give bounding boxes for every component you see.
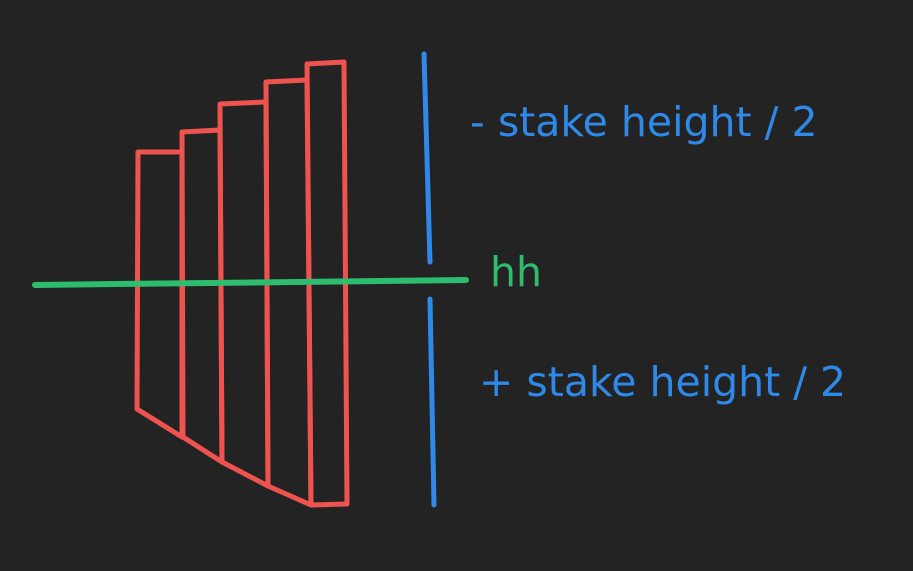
stake-1 — [134, 149, 185, 440]
label-horizon-height: hh — [490, 248, 542, 296]
horizon-line — [32, 277, 469, 288]
label-minus-half-stake-height: - stake height / 2 — [470, 98, 818, 146]
stake-3 — [217, 99, 271, 489]
height-marker — [421, 51, 437, 508]
height-marker-upper — [421, 51, 433, 265]
stake-2 — [179, 127, 225, 465]
stake-4 — [263, 77, 314, 508]
label-plus-half-stake-height: + stake height / 2 — [479, 358, 847, 406]
stake-5 — [304, 59, 350, 508]
stakes-group — [134, 59, 350, 508]
height-marker-lower — [427, 296, 437, 508]
